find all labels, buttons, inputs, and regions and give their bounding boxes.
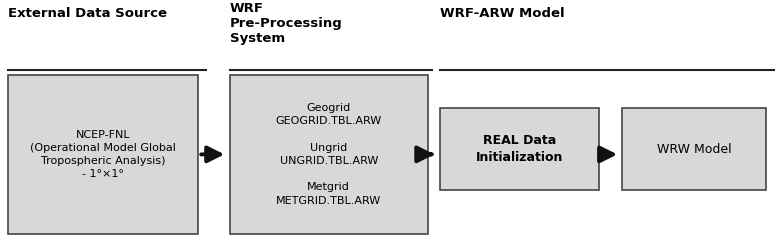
Text: Geogrid
GEOGRID.TBL.ARW

Ungrid
UNGRID.TBL.ARW

Metgrid
METGRID.TBL.ARW: Geogrid GEOGRID.TBL.ARW Ungrid UNGRID.TB… [275,103,382,206]
FancyBboxPatch shape [440,108,599,190]
Text: WRW Model: WRW Model [657,143,731,156]
Text: WRF-ARW Model: WRF-ARW Model [440,7,564,20]
Text: NCEP-FNL
(Operational Model Global
Tropospheric Analysis)
- 1°×1°: NCEP-FNL (Operational Model Global Tropo… [30,129,176,179]
Text: REAL Data
Initialization: REAL Data Initialization [475,134,563,164]
FancyBboxPatch shape [230,75,428,234]
Text: External Data Source: External Data Source [8,7,166,20]
Text: WRF
Pre-Processing
System: WRF Pre-Processing System [230,2,342,46]
FancyBboxPatch shape [8,75,198,234]
FancyBboxPatch shape [622,108,766,190]
